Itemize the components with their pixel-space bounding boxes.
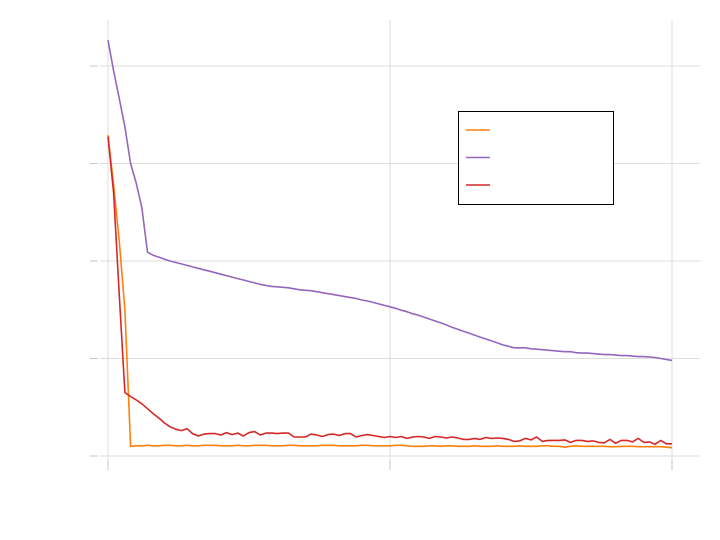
grid (100, 20, 700, 465)
legend (458, 111, 614, 205)
series-lines (107, 40, 673, 449)
series-line-1 (107, 135, 673, 449)
series-line-3 (107, 136, 672, 446)
series-line-2 (107, 40, 673, 362)
axis-ticks (90, 65, 673, 470)
